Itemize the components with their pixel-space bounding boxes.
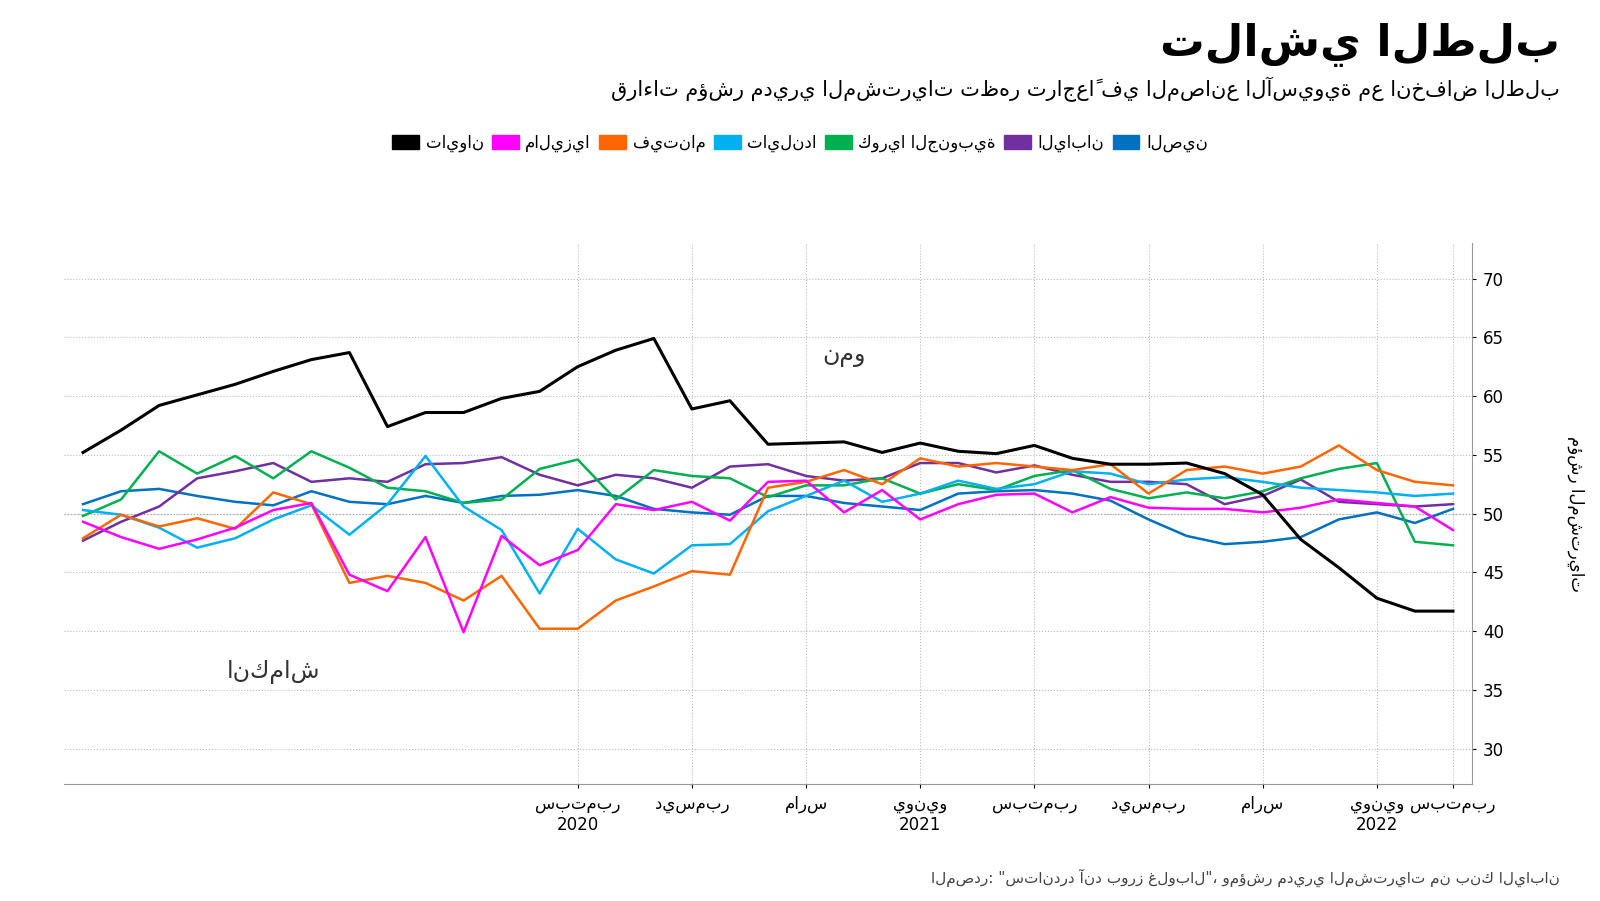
Text: انكماش: انكماش bbox=[227, 660, 320, 684]
Text: تلاشي الطلب: تلاشي الطلب bbox=[1160, 23, 1560, 67]
Y-axis label: مؤشر المشتريات: مؤشر المشتريات bbox=[1566, 435, 1584, 592]
Text: قراءات مؤشر مديري المشتريات تظهر تراجعاً في المصانع الآسيوية مع انخفاض الطلب: قراءات مؤشر مديري المشتريات تظهر تراجعاً… bbox=[611, 77, 1560, 102]
Legend: تايوان, ماليزيا, فيتنام, تايلندا, كوريا الجنوبية, اليابان, الصين: تايوان, ماليزيا, فيتنام, تايلندا, كوريا … bbox=[386, 127, 1214, 159]
Text: المصدر: "ستاندرد آند بورز غلوبال"، ومؤشر مديري المشتريات من بنك اليابان: المصدر: "ستاندرد آند بورز غلوبال"، ومؤشر… bbox=[931, 869, 1560, 887]
Text: نمو: نمو bbox=[822, 343, 866, 367]
